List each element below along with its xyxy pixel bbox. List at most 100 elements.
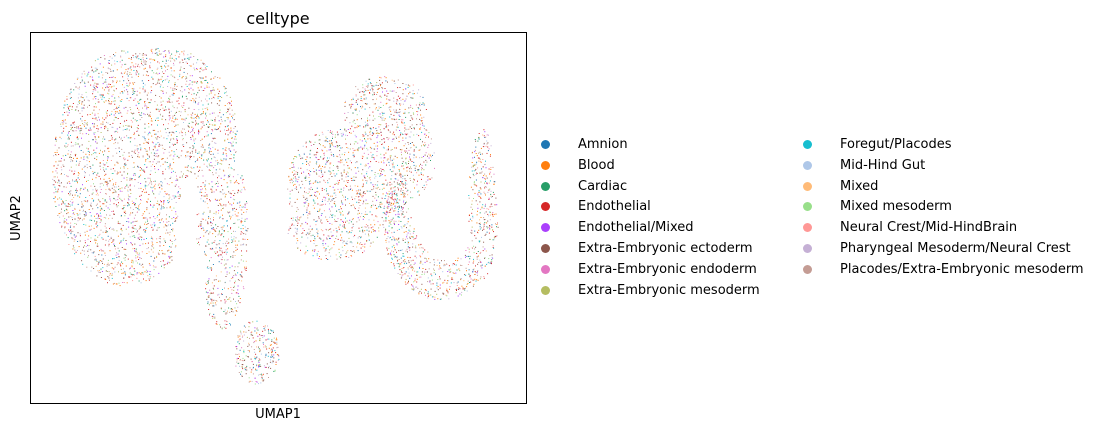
scatter-point [407, 174, 408, 176]
scatter-point [70, 88, 72, 90]
scatter-point [404, 111, 406, 113]
scatter-point [208, 169, 210, 171]
scatter-point [343, 180, 345, 182]
scatter-point [88, 129, 90, 131]
scatter-point [347, 182, 349, 183]
scatter-point [379, 76, 381, 78]
scatter-point [144, 127, 146, 129]
scatter-point [129, 72, 131, 74]
scatter-point [171, 150, 173, 152]
scatter-point [168, 151, 170, 153]
scatter-point [221, 328, 223, 330]
scatter-point [341, 202, 343, 204]
scatter-point [90, 215, 92, 217]
scatter-point [367, 85, 369, 87]
scatter-point [213, 299, 215, 301]
scatter-point [132, 221, 134, 223]
scatter-point [77, 177, 79, 179]
scatter-point [151, 187, 153, 189]
scatter-point [344, 245, 346, 246]
scatter-point [310, 171, 312, 172]
scatter-point [376, 141, 378, 143]
scatter-point [149, 116, 151, 118]
scatter-point [182, 76, 184, 77]
scatter-point [81, 206, 83, 208]
scatter-point [334, 183, 336, 185]
scatter-point [290, 227, 292, 229]
scatter-point [265, 339, 267, 341]
scatter-point [352, 104, 354, 105]
scatter-point [108, 100, 109, 101]
scatter-point [202, 108, 204, 110]
scatter-point [54, 176, 56, 178]
scatter-point [74, 213, 75, 215]
scatter-point [156, 256, 158, 258]
scatter-point [367, 135, 369, 137]
scatter-point [97, 192, 98, 194]
scatter-point [175, 184, 177, 186]
scatter-point [187, 73, 188, 75]
scatter-point [55, 139, 57, 140]
scatter-point [119, 156, 121, 157]
scatter-point [326, 138, 328, 140]
scatter-point [335, 194, 337, 196]
scatter-point [147, 98, 149, 100]
scatter-point [402, 192, 404, 194]
scatter-point [70, 231, 72, 233]
scatter-point [371, 85, 373, 87]
scatter-point [97, 270, 99, 272]
scatter-point [85, 213, 87, 215]
scatter-point [123, 198, 125, 200]
scatter-point [113, 282, 115, 284]
scatter-point [270, 356, 272, 358]
scatter-point [364, 138, 365, 140]
scatter-point [177, 79, 179, 81]
scatter-point [391, 207, 393, 209]
scatter-point [153, 72, 155, 74]
scatter-point [338, 248, 340, 250]
scatter-point [130, 109, 132, 111]
scatter-point [110, 262, 112, 264]
scatter-point [133, 217, 135, 219]
scatter-point [111, 228, 113, 230]
scatter-point [294, 156, 296, 157]
scatter-point [174, 112, 176, 114]
scatter-point [58, 185, 60, 186]
scatter-point [172, 228, 174, 230]
scatter-point [122, 208, 124, 210]
scatter-point [108, 187, 110, 189]
scatter-point [73, 247, 75, 249]
scatter-point [76, 160, 77, 162]
scatter-point [224, 259, 226, 261]
scatter-point [305, 192, 307, 194]
scatter-point [316, 161, 318, 163]
scatter-point [209, 113, 211, 115]
scatter-point [173, 107, 175, 109]
scatter-point [213, 217, 214, 218]
scatter-point [133, 174, 135, 176]
scatter-point [146, 142, 148, 144]
scatter-point [144, 231, 146, 233]
scatter-point [128, 100, 130, 102]
scatter-point [399, 103, 401, 105]
scatter-point [229, 203, 231, 205]
scatter-point [206, 241, 208, 243]
scatter-point [168, 80, 170, 82]
scatter-point [343, 196, 345, 198]
scatter-point [154, 197, 156, 199]
scatter-point [412, 107, 414, 109]
scatter-point [234, 213, 236, 215]
scatter-point [215, 252, 217, 254]
scatter-point [424, 142, 426, 144]
scatter-point [311, 194, 313, 196]
scatter-point [186, 151, 188, 153]
scatter-point [131, 57, 132, 58]
scatter-point [104, 181, 106, 183]
scatter-point [123, 257, 125, 259]
scatter-point [111, 187, 113, 189]
scatter-point [111, 95, 113, 97]
scatter-point [114, 60, 116, 62]
scatter-point [89, 76, 91, 78]
scatter-point [84, 120, 86, 121]
scatter-point [328, 252, 330, 254]
